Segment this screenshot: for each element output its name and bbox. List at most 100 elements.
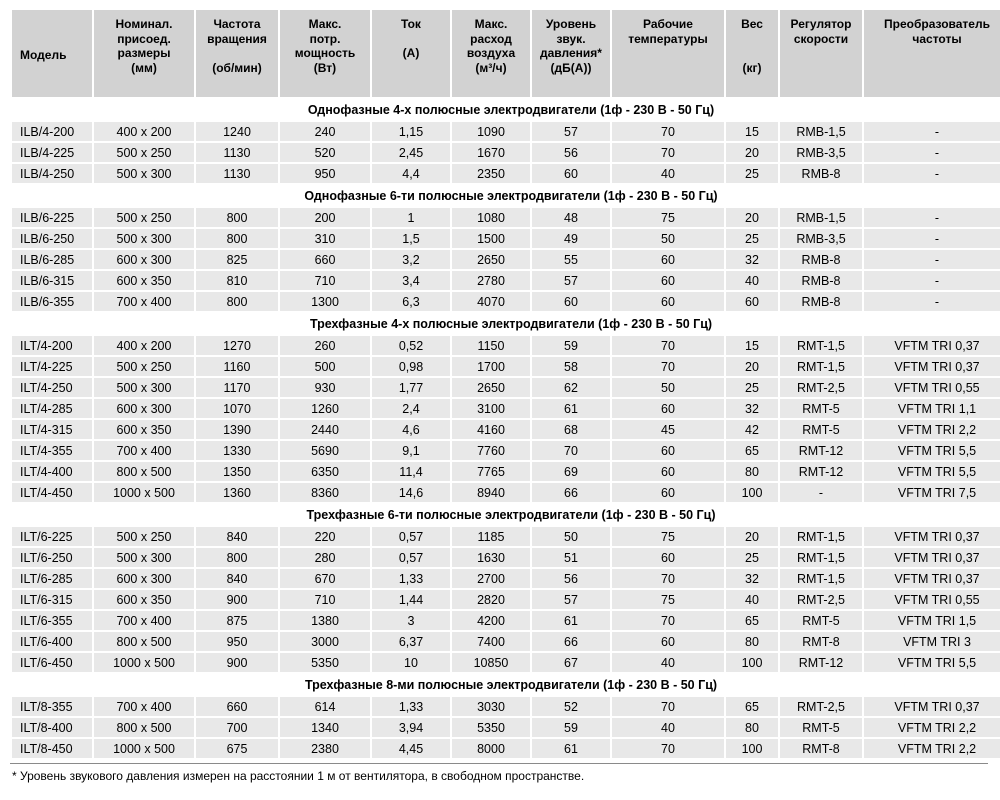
value-cell: 1185 <box>452 527 530 546</box>
value-cell: 100 <box>726 483 778 502</box>
model-cell: ILT/4-225 <box>12 357 92 376</box>
section-header-row: Однофазные 4-х полюсные электродвигатели… <box>12 99 1000 120</box>
value-cell: 8360 <box>280 483 370 502</box>
value-cell: 1000 x 500 <box>94 653 194 672</box>
table-row: ILT/4-355 700 x 400 1330 5690 9,1 7760 70 60 65 R… <box>12 441 1000 460</box>
value-cell: VFTM TRI 7,5 <box>864 483 1000 502</box>
value-cell: - <box>864 122 1000 141</box>
value-cell: 4070 <box>452 292 530 311</box>
value-cell: 4,4 <box>372 164 450 183</box>
value-cell: VFTM TRI 0,37 <box>864 357 1000 376</box>
value-cell: 60 <box>612 441 724 460</box>
value-cell: VFTM TRI 1,5 <box>864 611 1000 630</box>
value-cell: RMT-1,5 <box>780 548 862 567</box>
value-cell: 260 <box>280 336 370 355</box>
value-cell: 700 x 400 <box>94 292 194 311</box>
model-cell: ILB/4-250 <box>12 164 92 183</box>
value-cell: RMB-8 <box>780 250 862 269</box>
value-cell: 65 <box>726 441 778 460</box>
value-cell: 2700 <box>452 569 530 588</box>
value-cell: 50 <box>612 229 724 248</box>
value-cell: 100 <box>726 739 778 758</box>
value-cell: VFTM TRI 0,37 <box>864 548 1000 567</box>
value-cell: 62 <box>532 378 610 397</box>
value-cell: RMT-2,5 <box>780 697 862 716</box>
value-cell: 14,6 <box>372 483 450 502</box>
value-cell: RMT-1,5 <box>780 569 862 588</box>
value-cell: 1 <box>372 208 450 227</box>
value-cell: 57 <box>532 122 610 141</box>
value-cell: 40 <box>726 590 778 609</box>
model-cell: ILT/4-400 <box>12 462 92 481</box>
value-cell: 68 <box>532 420 610 439</box>
value-cell: 1080 <box>452 208 530 227</box>
value-cell: 3,4 <box>372 271 450 290</box>
table-row: ILT/4-450 1000 x 500 1360 8360 14,6 8940 66 60 1… <box>12 483 1000 502</box>
value-cell: 1300 <box>280 292 370 311</box>
value-cell: RMT-12 <box>780 441 862 460</box>
value-cell: 4,6 <box>372 420 450 439</box>
value-cell: 950 <box>196 632 278 651</box>
value-cell: 80 <box>726 718 778 737</box>
value-cell: 25 <box>726 548 778 567</box>
value-cell: RMT-5 <box>780 718 862 737</box>
footnote: * Уровень звукового давления измерен на … <box>10 763 988 783</box>
value-cell: 825 <box>196 250 278 269</box>
value-cell: 80 <box>726 632 778 651</box>
value-cell: 1150 <box>452 336 530 355</box>
value-cell: 55 <box>532 250 610 269</box>
section-title: Трехфазные 8-ми полюсные электродвигател… <box>12 674 1000 695</box>
value-cell: - <box>864 143 1000 162</box>
value-cell: 500 x 300 <box>94 378 194 397</box>
value-cell: 1070 <box>196 399 278 418</box>
section-header-row: Трехфазные 6-ти полюсные электродвигател… <box>12 504 1000 525</box>
value-cell: 700 x 400 <box>94 441 194 460</box>
value-cell: 800 <box>196 208 278 227</box>
value-cell: - <box>864 271 1000 290</box>
model-cell: ILT/6-250 <box>12 548 92 567</box>
model-cell: ILT/4-200 <box>12 336 92 355</box>
table-row: ILT/6-225 500 x 250 840 220 0,57 1185 50 75 20 RM… <box>12 527 1000 546</box>
value-cell: 56 <box>532 143 610 162</box>
value-cell: 840 <box>196 527 278 546</box>
value-cell: 400 x 200 <box>94 336 194 355</box>
value-cell: 200 <box>280 208 370 227</box>
value-cell: 500 x 250 <box>94 527 194 546</box>
section-title: Однофазные 4-х полюсные электродвигатели… <box>12 99 1000 120</box>
value-cell: 875 <box>196 611 278 630</box>
value-cell: 2380 <box>280 739 370 758</box>
value-cell: 500 <box>280 357 370 376</box>
value-cell: 800 <box>196 292 278 311</box>
value-cell: VFTM TRI 0,37 <box>864 336 1000 355</box>
value-cell: 60 <box>612 632 724 651</box>
value-cell: RMT-12 <box>780 653 862 672</box>
value-cell: 675 <box>196 739 278 758</box>
value-cell: 48 <box>532 208 610 227</box>
value-cell: 1700 <box>452 357 530 376</box>
value-cell: 2350 <box>452 164 530 183</box>
value-cell: 1170 <box>196 378 278 397</box>
value-cell: 69 <box>532 462 610 481</box>
table-row: ILT/6-400 800 x 500 950 3000 6,37 7400 66 60 80 R… <box>12 632 1000 651</box>
value-cell: 60 <box>612 548 724 567</box>
column-header-weight: Вес (кг) <box>726 10 778 97</box>
value-cell: RMT-5 <box>780 611 862 630</box>
value-cell: 1130 <box>196 143 278 162</box>
column-header-airflow: Макс. расход воздуха (м³/ч) <box>452 10 530 97</box>
value-cell: 70 <box>612 122 724 141</box>
table-row: ILT/4-250 500 x 300 1170 930 1,77 2650 62 50 25 R… <box>12 378 1000 397</box>
model-cell: ILB/6-225 <box>12 208 92 227</box>
value-cell: 2,4 <box>372 399 450 418</box>
value-cell: 60 <box>612 483 724 502</box>
value-cell: RMB-3,5 <box>780 229 862 248</box>
value-cell: 11,4 <box>372 462 450 481</box>
value-cell: 5350 <box>280 653 370 672</box>
value-cell: 900 <box>196 653 278 672</box>
value-cell: 710 <box>280 271 370 290</box>
value-cell: 500 x 250 <box>94 357 194 376</box>
value-cell: 3 <box>372 611 450 630</box>
table-row: ILB/4-250 500 x 300 1130 950 4,4 2350 60 40 25 RM… <box>12 164 1000 183</box>
value-cell: 70 <box>612 143 724 162</box>
table-row: ILT/6-450 1000 x 500 900 5350 10 10850 67 40 100… <box>12 653 1000 672</box>
